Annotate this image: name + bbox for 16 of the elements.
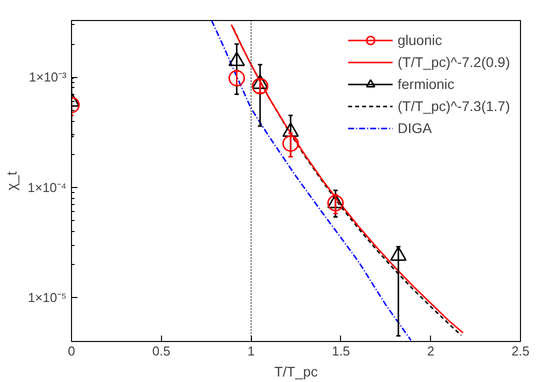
legend-label: fermionic xyxy=(398,76,454,92)
y-tick-label: 1×10⁻³ xyxy=(28,70,68,85)
legend-label: (T/T_pc)^-7.2(0.9) xyxy=(398,54,510,70)
legend-label: gluonic xyxy=(398,32,442,48)
y-tick-label: 1×10⁻⁵ xyxy=(28,290,66,306)
y-axis-title: χ_t xyxy=(4,171,20,191)
x-tick-label: 1 xyxy=(247,344,255,358)
legend-label: DIGA xyxy=(398,120,432,136)
y-tick-label: 1×10⁻⁴ xyxy=(28,180,67,195)
legend-label: (T/T_pc)^-7.3(1.7) xyxy=(398,98,510,114)
x-tick-label: 0 xyxy=(68,344,76,358)
x-axis-title: T/T_pc xyxy=(274,364,318,380)
x-tick-label: 0.5 xyxy=(152,344,170,358)
x-tick-label: 1.5 xyxy=(332,344,350,358)
x-tick-label: 2 xyxy=(427,344,434,358)
x-tick-label: 2.5 xyxy=(511,344,530,358)
